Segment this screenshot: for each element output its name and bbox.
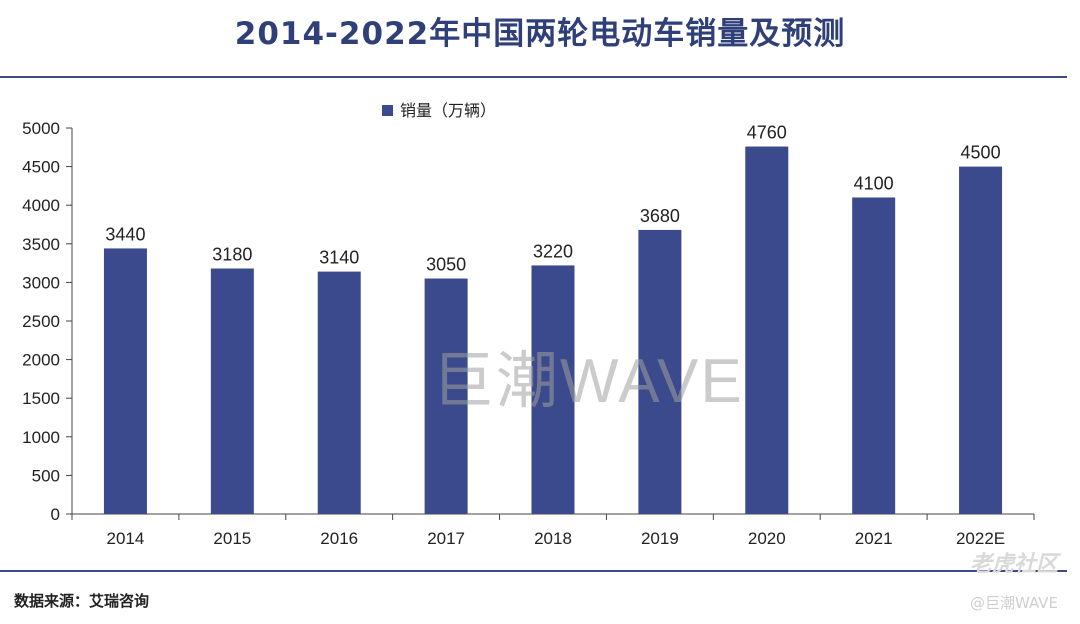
x-tick-label: 2021 <box>855 529 893 548</box>
y-tick-label: 2000 <box>22 351 60 370</box>
bar <box>638 229 682 515</box>
data-label: 4760 <box>747 123 787 143</box>
bar-chart: 0 500 1000 1500 2000 2500 3000 3500 4000 4500 5000… <box>22 101 1035 548</box>
x-tick-label: 2016 <box>320 529 358 548</box>
bar <box>745 146 789 514</box>
y-tick-label: 2500 <box>22 312 60 331</box>
bar <box>531 265 575 514</box>
data-label: 3140 <box>319 248 359 268</box>
x-tick-label: 2019 <box>641 529 679 548</box>
data-label: 4500 <box>961 143 1001 163</box>
footer-divider <box>0 570 1067 572</box>
y-tick-label: 3000 <box>22 273 60 292</box>
chart-title: 2014-2022年中国两轮电动车销量及预测 <box>234 16 846 52</box>
x-tick-label: 2017 <box>427 529 465 548</box>
data-label: 3220 <box>533 241 573 261</box>
data-label: 3180 <box>212 245 252 265</box>
y-tick-label: 5000 <box>22 119 60 138</box>
bar <box>210 268 254 514</box>
y-tick-label: 4500 <box>22 158 60 177</box>
data-label: 3050 <box>426 255 466 275</box>
bar <box>424 278 468 514</box>
data-label: 3680 <box>640 206 680 226</box>
bar <box>959 166 1003 514</box>
y-tick-label: 500 <box>32 466 60 485</box>
y-tick-label: 1500 <box>22 389 60 408</box>
x-tick-label: 2015 <box>213 529 251 548</box>
x-tick-label: 2020 <box>748 529 786 548</box>
data-source: 数据来源：艾瑞咨询 <box>14 592 150 610</box>
brand-watermark: 老虎社区 <box>969 552 1058 577</box>
y-tick-label: 3500 <box>22 235 60 254</box>
bar <box>317 271 361 514</box>
data-label: 4100 <box>854 173 894 193</box>
y-tick-label: 4000 <box>22 196 60 215</box>
center-watermark: 巨潮WAVE <box>432 347 744 416</box>
title-divider <box>0 76 1067 78</box>
y-tick-label: 1000 <box>22 428 60 447</box>
y-tick-label: 0 <box>51 505 60 524</box>
x-tick-label: 2022E <box>956 529 1005 548</box>
bar <box>103 248 147 514</box>
data-label: 3440 <box>105 224 145 244</box>
bar <box>852 197 896 514</box>
handle-watermark: @巨潮WAVE <box>969 594 1058 612</box>
legend-label: 销量（万辆） <box>400 101 496 120</box>
legend-swatch <box>382 105 393 116</box>
x-tick-label: 2018 <box>534 529 572 548</box>
x-tick-label: 2014 <box>107 529 145 548</box>
